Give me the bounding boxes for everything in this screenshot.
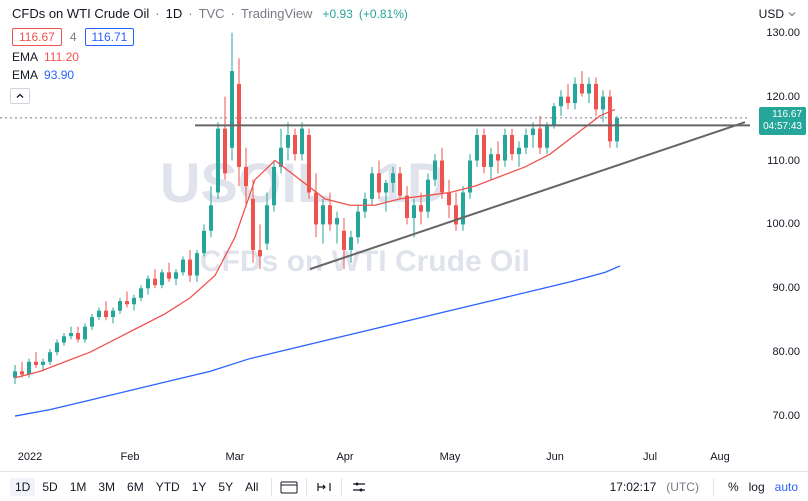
x-tick: Mar bbox=[226, 451, 245, 463]
y-tick: 70.00 bbox=[772, 410, 800, 422]
log-toggle[interactable]: log bbox=[749, 480, 765, 494]
clock-tz[interactable]: (UTC) bbox=[666, 480, 699, 494]
chart-svg bbox=[0, 20, 750, 448]
clock-time: 17:02:17 bbox=[610, 480, 657, 494]
y-tick: 110.00 bbox=[767, 155, 800, 167]
auto-toggle[interactable]: auto bbox=[775, 480, 798, 494]
instrument-title[interactable]: CFDs on WTI Crude Oil bbox=[12, 6, 149, 21]
x-tick: Jul bbox=[643, 451, 657, 463]
last-price-tag: 116.6704:57:43 bbox=[759, 107, 806, 135]
goto-date-icon[interactable] bbox=[315, 480, 333, 494]
timeframe-1y[interactable]: 1Y bbox=[187, 478, 212, 496]
header-brand[interactable]: TradingView bbox=[241, 6, 313, 21]
change-abs: +0.93 bbox=[322, 7, 352, 21]
y-tick: 120.00 bbox=[766, 91, 800, 103]
timeframe-ytd[interactable]: YTD bbox=[151, 478, 185, 496]
timeframe-5y[interactable]: 5Y bbox=[213, 478, 238, 496]
adjust-icon[interactable] bbox=[350, 480, 368, 494]
x-tick: 2022 bbox=[18, 451, 42, 463]
y-axis[interactable]: 130.00 120.00 110.00 100.00 90.00 80.00 70.00 1… bbox=[750, 20, 808, 448]
currency-selector[interactable]: USD bbox=[759, 7, 796, 21]
timeframe-1m[interactable]: 1M bbox=[65, 478, 92, 496]
calendar-icon[interactable] bbox=[280, 480, 298, 494]
chart-canvas[interactable] bbox=[0, 20, 750, 448]
bottom-toolbar: 1D5D1M3M6MYTD1Y5YAll 17:02:17 (UTC) % lo… bbox=[0, 471, 808, 501]
percent-toggle[interactable]: % bbox=[728, 480, 739, 494]
timeframe-all[interactable]: All bbox=[240, 478, 263, 496]
y-tick: 80.00 bbox=[772, 346, 800, 358]
timeframe-3m[interactable]: 3M bbox=[93, 478, 120, 496]
header-timeframe[interactable]: 1D bbox=[166, 6, 183, 21]
y-tick: 130.00 bbox=[766, 27, 800, 39]
x-tick: Jun bbox=[546, 451, 564, 463]
timeframe-group: 1D5D1M3M6MYTD1Y5YAll bbox=[10, 478, 263, 496]
x-tick: Aug bbox=[710, 451, 730, 463]
chart-header: CFDs on WTI Crude Oil · 1D · TVC · Tradi… bbox=[12, 6, 796, 21]
chevron-down-icon bbox=[788, 10, 796, 18]
timeframe-1d[interactable]: 1D bbox=[10, 478, 35, 496]
timeframe-6m[interactable]: 6M bbox=[122, 478, 149, 496]
y-tick: 100.00 bbox=[766, 218, 800, 230]
x-tick: Apr bbox=[336, 451, 353, 463]
x-tick: Feb bbox=[121, 451, 140, 463]
header-source: TVC bbox=[199, 6, 225, 21]
x-axis[interactable]: 2022 Feb Mar Apr May Jun Jul Aug bbox=[0, 451, 750, 469]
y-tick: 90.00 bbox=[772, 282, 800, 294]
timeframe-5d[interactable]: 5D bbox=[37, 478, 62, 496]
x-tick: May bbox=[440, 451, 461, 463]
change-pct: (+0.81%) bbox=[359, 7, 408, 21]
